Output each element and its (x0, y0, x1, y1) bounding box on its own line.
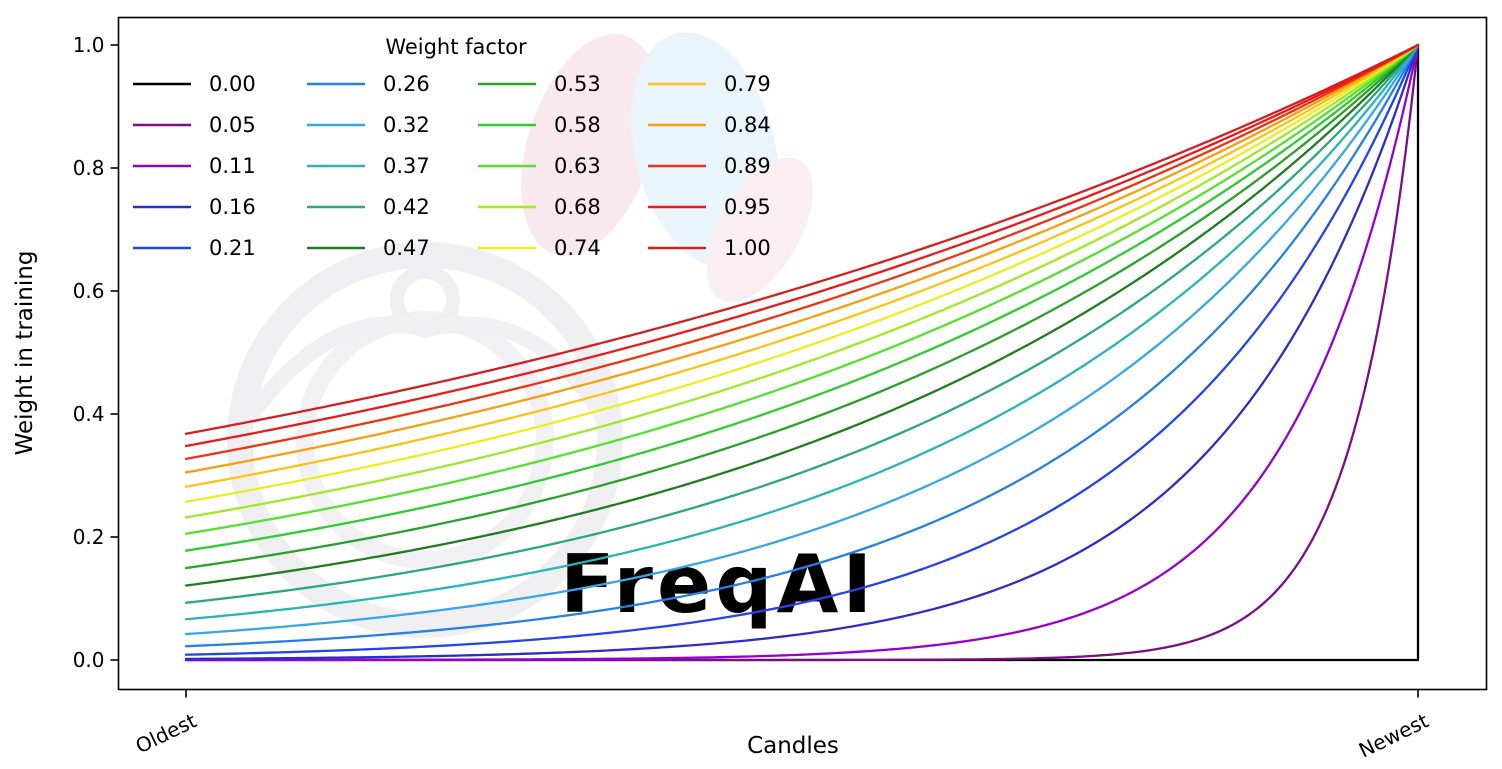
freqai-watermark-icon: FreqAI (227, 32, 876, 638)
legend-item-0.21: 0.21 (133, 236, 256, 260)
series-line-0.42 (184, 43, 1420, 604)
legend-label: 0.53 (554, 72, 601, 96)
y-tick-label: 0.4 (73, 402, 105, 426)
plot-border (117, 16, 1488, 691)
series-line-0.37 (184, 43, 1420, 621)
x-tick-label-newest: Newest (1355, 708, 1432, 762)
series-line-0.79 (184, 43, 1420, 488)
y-tick-label: 0.0 (73, 648, 105, 672)
legend-label: 0.95 (724, 195, 771, 219)
legend-item-0.58: 0.58 (478, 113, 601, 137)
series-line-0.74 (184, 43, 1420, 503)
watermark-circle-outer (227, 242, 623, 638)
y-axis-label: Weight in training (12, 251, 38, 456)
series-line-0.53 (184, 43, 1420, 570)
legend-label: 0.21 (209, 236, 256, 260)
series-line-0.95 (184, 43, 1420, 448)
legend-item-0.74: 0.74 (478, 236, 601, 260)
legend-item-0.68: 0.68 (478, 195, 601, 219)
legend-label: 0.32 (383, 113, 430, 137)
legend-label: 0.79 (724, 72, 771, 96)
legend-title: Weight factor (385, 35, 527, 59)
legend-item-0.32: 0.32 (307, 113, 430, 137)
series-line-0.84 (184, 43, 1420, 474)
legend-label: 0.89 (724, 154, 771, 178)
legend-item-0.79: 0.79 (648, 72, 771, 96)
series-line-0.58 (184, 43, 1420, 552)
legend-item-0.89: 0.89 (648, 154, 771, 178)
legend-item-0.63: 0.63 (478, 154, 601, 178)
legend-label: 1.00 (724, 236, 771, 260)
legend-item-0.53: 0.53 (478, 72, 601, 96)
legend-item-0.26: 0.26 (307, 72, 430, 96)
legend-label: 0.42 (383, 195, 430, 219)
legend-item-1.00: 1.00 (648, 236, 771, 260)
series-line-1.00 (184, 43, 1420, 435)
legend-item-0.16: 0.16 (133, 195, 256, 219)
legend-item-0.42: 0.42 (307, 195, 430, 219)
y-tick-label: 0.2 (73, 525, 105, 549)
legend-label: 0.16 (209, 195, 256, 219)
watermark-circle-inner (296, 311, 554, 569)
legend-label: 0.63 (554, 154, 601, 178)
legend-item-0.00: 0.00 (133, 72, 256, 96)
y-tick-label: 0.8 (73, 156, 105, 180)
watermark-text: FreqAI (560, 538, 876, 631)
legend-label: 0.11 (209, 154, 256, 178)
series-line-0.68 (184, 43, 1420, 519)
series-line-0.16 (184, 43, 1420, 661)
legend-label: 0.47 (383, 236, 430, 260)
series-line-0.21 (184, 43, 1420, 656)
legend-label: 0.84 (724, 113, 771, 137)
legend-item-0.11: 0.11 (133, 154, 256, 178)
watermark-wing (233, 316, 618, 435)
legend-label: 0.74 (554, 236, 601, 260)
series-line-0.26 (184, 43, 1420, 648)
series-line-0.32 (184, 43, 1420, 636)
series-line-0.11 (184, 43, 1420, 662)
legend-label: 0.37 (383, 154, 430, 178)
legend-label: 0.00 (209, 72, 256, 96)
legend: Weight factor 0.000.050.110.160.210.260.… (133, 35, 771, 260)
legend-item-0.95: 0.95 (648, 195, 771, 219)
legend-item-0.47: 0.47 (307, 236, 430, 260)
legend-label: 0.05 (209, 113, 256, 137)
legend-label: 0.26 (383, 72, 430, 96)
x-axis-label: Candles (747, 733, 839, 759)
legend-item-0.84: 0.84 (648, 113, 771, 137)
legend-entries: 0.00 0.05 0.11 0.16 0.21 0.26 0.32 0.37 0.42 0.47… (133, 72, 771, 260)
watermark-leaf-pink-2 (707, 157, 813, 303)
series-line-0.47 (184, 43, 1420, 587)
legend-item-0.05: 0.05 (133, 113, 256, 137)
series-lines (184, 43, 1420, 662)
legend-label: 0.58 (554, 113, 601, 137)
legend-label: 0.68 (554, 195, 601, 219)
x-tick-label-oldest: Oldest (132, 708, 201, 758)
watermark-leaf-pink (521, 33, 659, 257)
series-line-0.63 (184, 43, 1420, 535)
legend-item-0.37: 0.37 (307, 154, 430, 178)
y-tick-label: 1.0 (73, 33, 105, 57)
y-tick-label: 0.6 (73, 279, 105, 303)
series-line-0.89 (184, 43, 1420, 461)
